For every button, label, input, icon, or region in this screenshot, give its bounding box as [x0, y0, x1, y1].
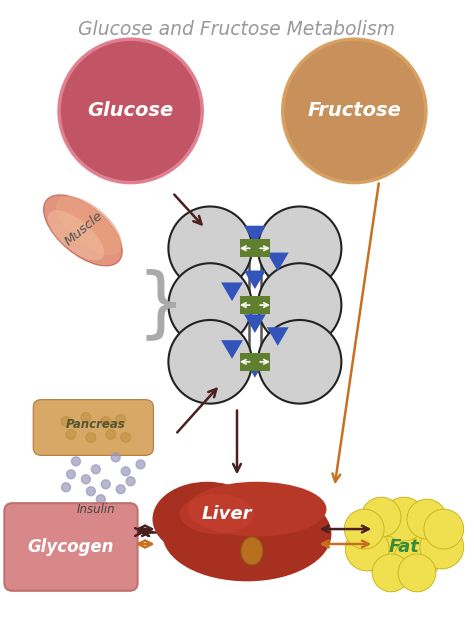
FancyBboxPatch shape	[240, 296, 258, 314]
Circle shape	[96, 495, 105, 504]
Text: Fructose: Fructose	[307, 101, 401, 121]
Circle shape	[258, 207, 341, 290]
Ellipse shape	[187, 482, 327, 537]
Circle shape	[353, 510, 401, 558]
Circle shape	[283, 39, 426, 183]
Circle shape	[368, 536, 414, 582]
Circle shape	[424, 509, 464, 549]
Ellipse shape	[153, 482, 262, 556]
Circle shape	[82, 475, 91, 483]
FancyBboxPatch shape	[252, 296, 270, 314]
FancyBboxPatch shape	[33, 399, 154, 456]
Circle shape	[116, 485, 125, 494]
Polygon shape	[244, 226, 266, 245]
Polygon shape	[244, 359, 266, 378]
Circle shape	[420, 525, 464, 569]
Circle shape	[168, 264, 252, 347]
Circle shape	[377, 514, 431, 568]
FancyBboxPatch shape	[252, 240, 270, 257]
Circle shape	[106, 430, 116, 439]
Text: Muscle: Muscle	[62, 209, 106, 248]
Circle shape	[72, 457, 81, 466]
Circle shape	[101, 416, 111, 427]
Circle shape	[361, 497, 401, 537]
Circle shape	[372, 554, 410, 592]
Circle shape	[81, 413, 91, 423]
Circle shape	[407, 499, 447, 539]
Ellipse shape	[180, 494, 255, 534]
Ellipse shape	[56, 196, 122, 255]
Circle shape	[59, 39, 202, 183]
Circle shape	[136, 460, 145, 469]
Circle shape	[101, 480, 110, 489]
Ellipse shape	[44, 195, 122, 266]
Text: }: }	[136, 268, 185, 342]
Circle shape	[346, 527, 389, 571]
Text: Pancreas: Pancreas	[66, 418, 126, 431]
FancyBboxPatch shape	[240, 353, 258, 371]
Polygon shape	[244, 314, 266, 333]
Circle shape	[394, 536, 440, 582]
Circle shape	[61, 416, 71, 427]
Circle shape	[62, 483, 71, 492]
FancyBboxPatch shape	[252, 353, 270, 371]
Circle shape	[382, 497, 426, 541]
Polygon shape	[221, 283, 243, 301]
Text: Insulin: Insulin	[76, 502, 115, 516]
Text: Glycogen: Glycogen	[27, 538, 114, 556]
Ellipse shape	[163, 487, 331, 581]
Polygon shape	[244, 270, 266, 289]
Circle shape	[168, 207, 252, 290]
FancyBboxPatch shape	[4, 503, 137, 591]
Circle shape	[168, 320, 252, 404]
Circle shape	[111, 453, 120, 462]
Circle shape	[345, 509, 384, 549]
Circle shape	[121, 467, 130, 476]
Ellipse shape	[47, 210, 104, 260]
Polygon shape	[221, 340, 243, 359]
Polygon shape	[267, 327, 289, 346]
Polygon shape	[267, 253, 289, 271]
Circle shape	[258, 264, 341, 347]
Circle shape	[126, 477, 135, 486]
FancyBboxPatch shape	[240, 240, 258, 257]
Circle shape	[86, 432, 96, 442]
Circle shape	[121, 432, 131, 442]
Circle shape	[398, 554, 436, 592]
Text: Liver: Liver	[202, 505, 252, 523]
Text: Fat: Fat	[389, 538, 419, 556]
Circle shape	[66, 470, 75, 479]
Circle shape	[91, 465, 100, 474]
Circle shape	[405, 510, 453, 558]
Text: Glucose and Fructose Metabolism: Glucose and Fructose Metabolism	[79, 20, 395, 39]
Circle shape	[66, 430, 76, 439]
Ellipse shape	[241, 537, 263, 565]
Text: Glucose: Glucose	[88, 101, 174, 121]
Circle shape	[116, 415, 126, 425]
Circle shape	[258, 320, 341, 404]
Circle shape	[86, 487, 95, 495]
